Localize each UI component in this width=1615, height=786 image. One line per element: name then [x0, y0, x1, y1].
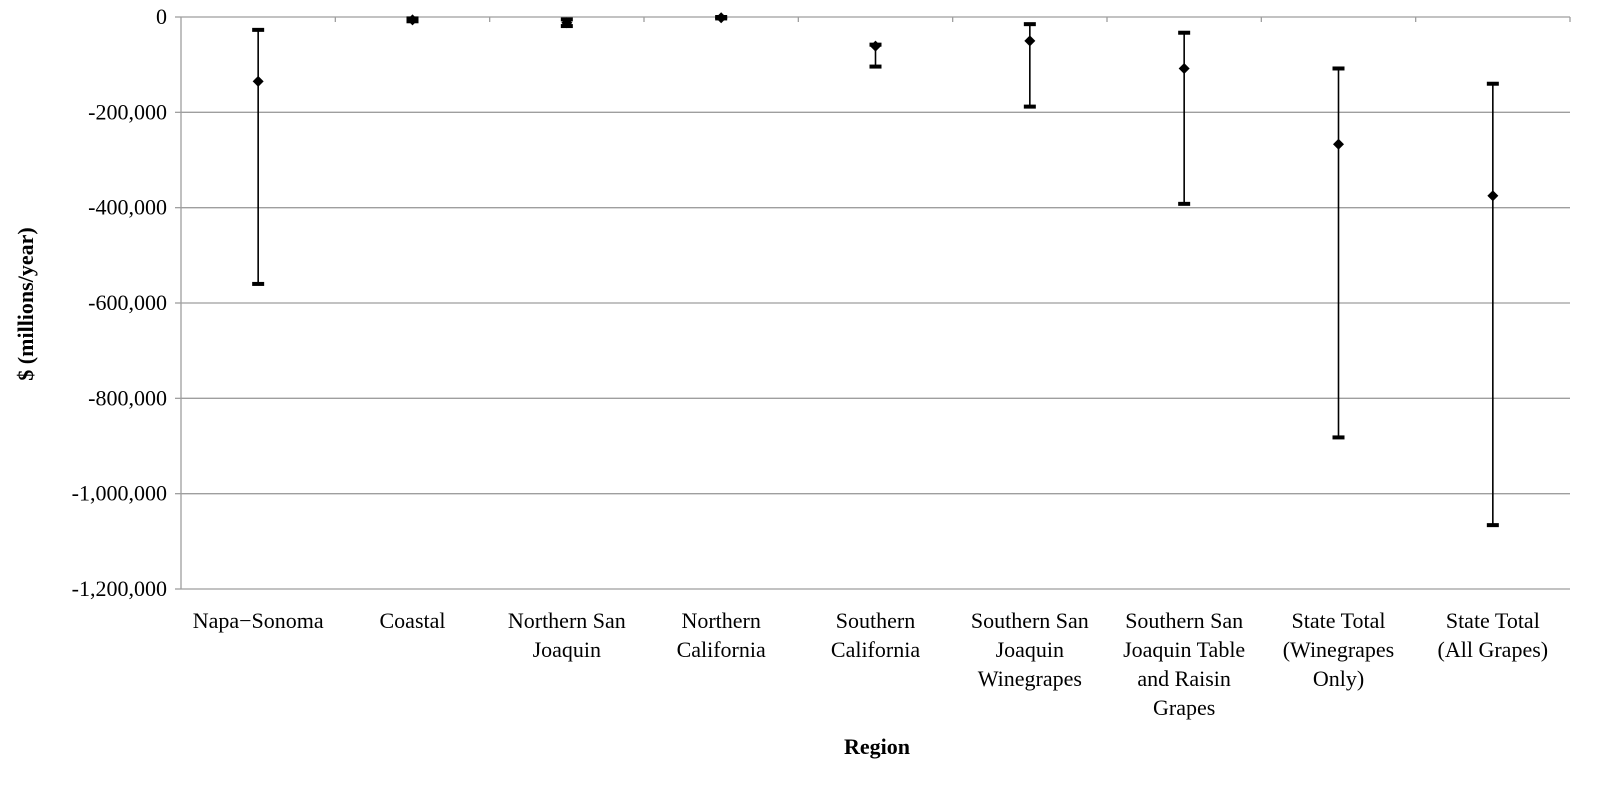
mid-point-diamond: [561, 17, 573, 29]
x-tick-label-line: Winegrapes: [978, 666, 1082, 691]
x-tick-label: Northern San Joaquin: [508, 608, 626, 662]
range-mark: [406, 14, 419, 26]
range-mark: [252, 27, 265, 286]
x-tick-label: Coastal: [380, 608, 446, 633]
x-tick-label-line: (All Grapes): [1438, 637, 1549, 662]
mid-point-diamond: [1024, 35, 1036, 47]
x-tick-label-line: Southern San: [1125, 608, 1243, 633]
mid-point-diamond: [407, 14, 418, 26]
x-tick-label-line: Northern San: [508, 608, 626, 633]
x-axis: [180, 17, 1571, 589]
x-tick-label: Northern California: [677, 608, 766, 662]
x-tick-labels: Napa−Sonoma Coastal Northern San JoaquinNor…: [193, 608, 1548, 720]
range-mark: [560, 17, 573, 29]
range-mark: [1023, 22, 1036, 109]
x-tick-label-line: State Total: [1292, 608, 1386, 633]
x-tick-label-line: Joaquin: [996, 637, 1064, 662]
mid-point-diamond: [715, 12, 727, 24]
mid-point-diamond: [1178, 62, 1190, 74]
range-mark: [869, 40, 882, 69]
range-mark: [1178, 30, 1191, 206]
y-tick-label: -1,000,000: [72, 481, 167, 506]
x-axis-title: Region: [844, 734, 910, 759]
mid-point-diamond: [1487, 190, 1499, 202]
y-axis-ticks: 0 -200,000 -400,000 -600,000 -800,000 -1,000,…: [72, 4, 167, 601]
x-tick-label-line: Coastal: [380, 608, 446, 633]
x-tick-label-line: Only): [1313, 666, 1364, 691]
y-tick-label: -400,000: [88, 195, 167, 220]
range-mark: [715, 12, 728, 24]
x-tick-label-line: California: [677, 637, 766, 662]
x-tick-label-line: Southern: [836, 608, 915, 633]
mid-point-diamond: [252, 75, 264, 87]
x-tick-label: Southern California: [831, 608, 920, 662]
x-tick-label: State Total (Winegrapes Only): [1283, 608, 1395, 691]
range-mark: [1486, 81, 1499, 528]
range-mark: [1332, 66, 1345, 440]
x-tick-label: State Total (All Grapes): [1438, 608, 1549, 662]
x-tick-label-line: Grapes: [1153, 695, 1215, 720]
x-tick-label-line: and Raisin: [1137, 666, 1231, 691]
x-tick-label: Southern San Joaquin Table and Raisin Grape…: [1123, 608, 1245, 720]
x-tick-label-line: Napa−Sonoma: [193, 608, 324, 633]
y-tick-label: -1,200,000: [72, 576, 167, 601]
data-marks: [252, 12, 1499, 528]
x-tick-label-line: Northern: [681, 608, 760, 633]
y-tick-label: -600,000: [88, 290, 167, 315]
y-axis-title: $ (millions/year): [13, 227, 38, 380]
y-tick-label: -800,000: [88, 385, 167, 410]
mid-point-diamond: [870, 40, 881, 52]
mid-point-diamond: [1333, 138, 1344, 150]
x-tick-label-line: Joaquin Table: [1123, 637, 1245, 662]
y-tick-label: -200,000: [88, 99, 167, 124]
x-tick-label-line: Joaquin: [533, 637, 601, 662]
x-tick-label-line: (Winegrapes: [1283, 637, 1395, 662]
y-tick-label: 0: [156, 4, 167, 29]
x-tick-label: Southern San Joaquin Winegrapes: [971, 608, 1089, 691]
x-tick-label-line: California: [831, 637, 920, 662]
gridlines: [175, 16, 1570, 590]
x-tick-label-line: State Total: [1446, 608, 1540, 633]
x-tick-label: Napa−Sonoma: [193, 608, 324, 633]
x-tick-label-line: Southern San: [971, 608, 1089, 633]
